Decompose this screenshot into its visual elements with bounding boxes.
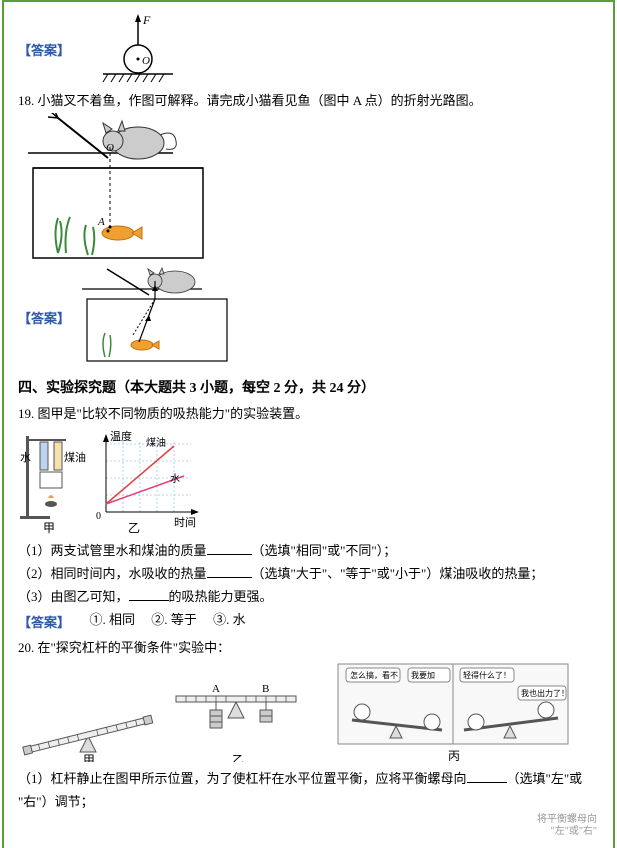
fish	[102, 226, 142, 240]
q20-text: 在"探究杠杆的平衡条件"实验中：	[38, 640, 231, 655]
point-O-label: O	[142, 55, 150, 67]
q20-figures: 甲	[18, 662, 599, 762]
xaxis-label: 时间	[174, 516, 196, 529]
bubble4: 我也出力了！	[521, 688, 569, 698]
q20-num: 20.	[18, 640, 34, 655]
label-jia: 甲	[43, 521, 55, 535]
bubble3: 我要加	[411, 670, 435, 680]
q18-answer-figure	[77, 267, 237, 367]
q19-text: 图甲是"比较不同物质的吸热能力"的实验装置。	[38, 406, 309, 421]
section4-heading: 四、实验探究题（本大题共 3 小题，每空 2 分，共 24 分）	[18, 377, 599, 397]
label-jia20: 甲	[83, 753, 95, 762]
chart-label-oil: 煤油	[146, 436, 166, 449]
q19-figure: 水 煤油 甲 0 温度	[18, 426, 599, 536]
q20-p1c: "右"）调节；	[18, 791, 599, 810]
answer-label-19: 【答案】	[18, 612, 70, 631]
q20-p1: （1）杠杆静止在图甲所示位置，为了使杠杆在水平位置平衡，应将平衡螺母向（选填"左…	[18, 768, 599, 787]
water-plants	[56, 217, 95, 255]
q18-point-A: A	[97, 216, 105, 228]
q19-answer: 【答案】 ①. 相同 ②. 等于 ③. 水	[18, 609, 599, 631]
q19-intro: 19. 图甲是"比较不同物质的吸热能力"的实验装置。	[18, 403, 599, 422]
watermark: 将平衡螺母向 "左"或"右"	[537, 814, 597, 838]
label-yi: 乙	[128, 521, 140, 535]
force-F-label: F	[142, 14, 151, 27]
label-B: B	[262, 683, 269, 695]
yaxis-label: 温度	[110, 429, 132, 443]
label-yi20: 乙	[232, 753, 244, 762]
svg-text:0: 0	[96, 511, 101, 522]
lever-jia: 甲	[23, 715, 153, 762]
q18-figure: O A	[18, 113, 599, 263]
q18-answer-row: 【答案】	[18, 267, 599, 367]
q18-num: 18.	[18, 93, 34, 108]
q19-num: 19.	[18, 406, 34, 421]
cartoon-bing: 怎么搞，看不 我要加 轻得什么了！ 我也出力了！ 丙	[338, 664, 569, 762]
bubble2: 轻得什么了！	[463, 670, 511, 680]
blank-19-2[interactable]	[207, 564, 252, 578]
q19-p1: （1）两支试管里水和煤油的质量（选填"相同"或"不同"）；	[18, 540, 599, 559]
q19-p2: （2）相同时间内，水吸收的热量（选填"大于"、"等于"或"小于"）煤油吸收的热量…	[18, 563, 599, 582]
q18-text: 18. 小猫叉不着鱼，作图可解释。请完成小猫看见鱼（图中 A 点）的折射光路图。	[18, 90, 599, 109]
q17-answer-figure: O F	[83, 14, 183, 84]
q20-intro: 20. 在"探究杠杆的平衡条件"实验中：	[18, 637, 599, 656]
label-oil: 煤油	[64, 450, 86, 464]
q17-answer-row: 【答案】 O F	[18, 14, 599, 84]
q18-body: 小猫叉不着鱼，作图可解释。请完成小猫看见鱼（图中 A 点）的折射光路图。	[38, 93, 482, 108]
q19-ans2: 等于	[171, 612, 197, 627]
bubble1: 怎么搞，看不	[350, 670, 398, 680]
apparatus-jia	[20, 436, 66, 519]
lever-yi: A B 乙	[176, 683, 296, 762]
label-water: 水	[20, 451, 31, 464]
blank-20-1[interactable]	[467, 769, 507, 783]
answer-label-17: 【答案】	[18, 40, 70, 59]
label-bing: 丙	[448, 749, 460, 762]
label-A: A	[212, 683, 220, 695]
chart-label-water: 水	[170, 473, 180, 485]
q19-ans1: 相同	[109, 612, 135, 627]
q19-ans3: 水	[233, 612, 246, 627]
blank-19-3[interactable]	[129, 587, 169, 601]
chart-yi: 0 温度 时间 煤油 水	[96, 429, 199, 529]
q19-p3: （3）由图乙可知，的吸热能力更强。	[18, 586, 599, 605]
answer-label-18: 【答案】	[18, 308, 70, 327]
blank-19-1[interactable]	[207, 541, 252, 555]
